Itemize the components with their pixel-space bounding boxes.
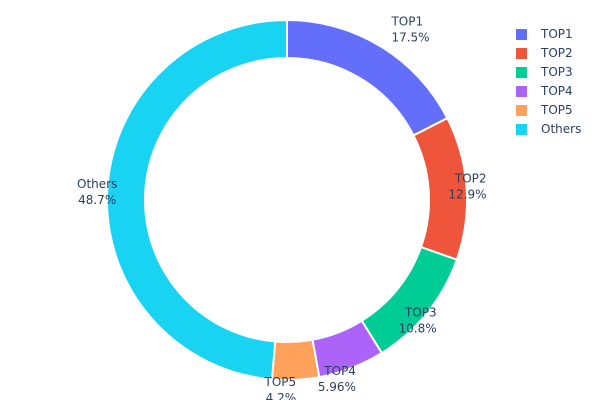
legend-swatch-top1 <box>516 29 527 40</box>
legend-label-top2: TOP2 <box>540 46 573 60</box>
legend-swatch-top3 <box>516 67 527 78</box>
slice-top3[interactable] <box>360 245 459 355</box>
slice-labels: TOP1 17.5% TOP2 12.9% TOP3 10.8% TOP4 5.96% TOP5… <box>77 14 487 400</box>
legend-label-top4: TOP4 <box>540 84 573 98</box>
slice-percent-top3: 10.8% <box>399 321 437 335</box>
legend-swatch-top4 <box>516 86 527 97</box>
legend-item-top4[interactable]: TOP4 <box>516 84 573 98</box>
legend-swatch-top5 <box>516 105 527 116</box>
slice-name-top4: TOP4 <box>323 364 356 378</box>
slice-label-top4: TOP4 5.96% <box>318 364 356 394</box>
slice-name-others: Others <box>77 177 117 191</box>
legend-label-others: Others <box>541 122 581 136</box>
legend-item-top2[interactable]: TOP2 <box>516 46 573 60</box>
legend-item-top5[interactable]: TOP5 <box>516 103 573 117</box>
slice-percent-top5: 4.2% <box>266 391 297 400</box>
legend-swatch-others <box>516 124 527 135</box>
slice-name-top2: TOP2 <box>454 172 487 186</box>
slice-name-top3: TOP3 <box>404 305 437 319</box>
slice-name-top5: TOP5 <box>264 375 297 389</box>
slice-percent-top1: 17.5% <box>391 30 429 44</box>
slice-percent-top4: 5.96% <box>318 380 356 394</box>
slice-percent-others: 48.7% <box>78 193 116 207</box>
slice-percent-top2: 12.9% <box>448 188 486 202</box>
donut-slices <box>106 18 468 381</box>
legend-swatch-top2 <box>516 48 527 59</box>
legend-label-top3: TOP3 <box>540 65 573 79</box>
legend-item-top1[interactable]: TOP1 <box>516 27 573 41</box>
legend-label-top5: TOP5 <box>540 103 573 117</box>
slice-label-top1: TOP1 17.5% <box>390 14 429 44</box>
slice-label-others: Others 48.7% <box>77 177 117 207</box>
slice-name-top1: TOP1 <box>390 14 423 28</box>
slice-label-top2: TOP2 12.9% <box>448 172 486 202</box>
legend-item-others[interactable]: Others <box>516 122 581 136</box>
legend-item-top3[interactable]: TOP3 <box>516 65 573 79</box>
legend-label-top1: TOP1 <box>540 27 573 41</box>
legend: TOP1 TOP2 TOP3 TOP4 TOP5 Others <box>516 27 581 136</box>
slice-label-top3: TOP3 10.8% <box>399 305 437 335</box>
slice-others[interactable] <box>106 18 288 381</box>
slice-label-top5: TOP5 4.2% <box>264 375 297 400</box>
